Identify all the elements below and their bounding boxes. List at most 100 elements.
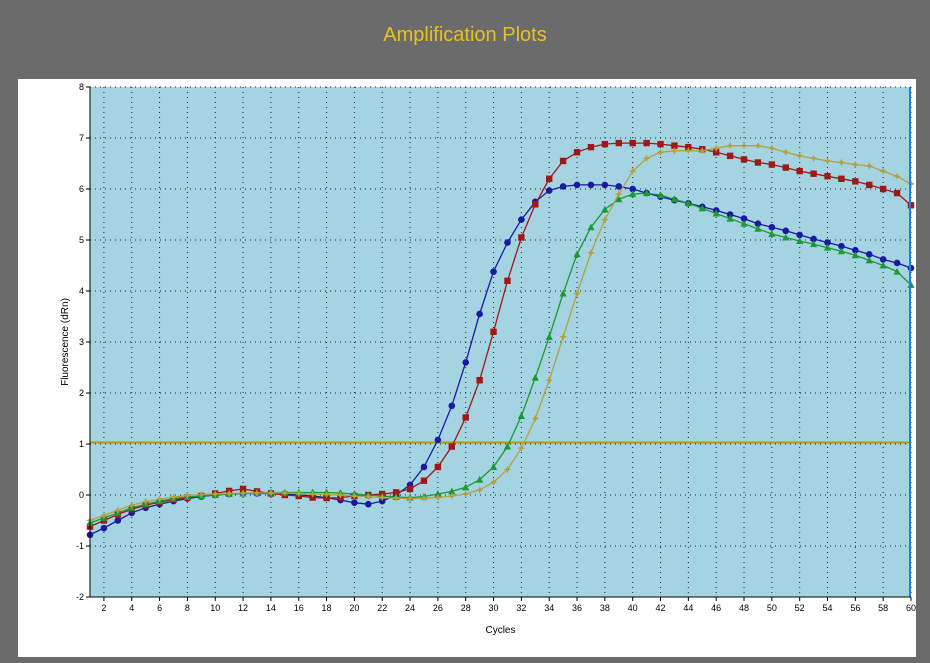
data-point[interactable] bbox=[740, 215, 748, 222]
data-point[interactable] bbox=[601, 205, 609, 213]
data-point[interactable] bbox=[740, 156, 748, 163]
data-point[interactable] bbox=[364, 492, 373, 501]
data-point[interactable] bbox=[768, 230, 776, 237]
data-point[interactable] bbox=[809, 240, 818, 248]
data-point[interactable] bbox=[545, 187, 553, 194]
data-point[interactable] bbox=[754, 141, 762, 150]
data-point[interactable] bbox=[434, 490, 442, 497]
data-point[interactable] bbox=[476, 377, 483, 384]
data-point[interactable] bbox=[879, 167, 887, 175]
data-point[interactable] bbox=[712, 144, 720, 152]
data-point[interactable] bbox=[489, 478, 498, 487]
data-point[interactable] bbox=[114, 506, 122, 515]
data-point[interactable] bbox=[281, 489, 289, 497]
data-point[interactable] bbox=[726, 141, 734, 150]
data-point[interactable] bbox=[365, 500, 372, 508]
data-point[interactable] bbox=[490, 328, 497, 335]
data-point[interactable] bbox=[448, 402, 456, 410]
data-point[interactable] bbox=[225, 489, 233, 498]
data-point[interactable] bbox=[546, 175, 553, 182]
data-point[interactable] bbox=[852, 178, 859, 185]
data-point[interactable] bbox=[559, 183, 567, 190]
data-point[interactable] bbox=[851, 160, 860, 169]
data-point[interactable] bbox=[601, 181, 609, 189]
data-point[interactable] bbox=[476, 310, 483, 318]
data-point[interactable] bbox=[629, 185, 636, 193]
data-point[interactable] bbox=[684, 199, 692, 207]
data-point[interactable] bbox=[782, 233, 790, 241]
data-point[interactable] bbox=[489, 463, 498, 470]
data-point[interactable] bbox=[503, 442, 512, 450]
data-point[interactable] bbox=[670, 147, 679, 155]
data-point[interactable] bbox=[573, 181, 581, 189]
data-point[interactable] bbox=[211, 490, 219, 498]
data-point[interactable] bbox=[559, 333, 567, 341]
data-point[interactable] bbox=[197, 490, 206, 499]
data-point[interactable] bbox=[503, 465, 512, 474]
data-point[interactable] bbox=[531, 414, 540, 423]
data-point[interactable] bbox=[810, 235, 817, 243]
data-point[interactable] bbox=[698, 147, 707, 155]
data-point[interactable] bbox=[865, 162, 874, 170]
data-point[interactable] bbox=[545, 333, 553, 340]
data-point[interactable] bbox=[726, 214, 734, 222]
data-point[interactable] bbox=[420, 494, 428, 502]
data-point[interactable] bbox=[795, 152, 804, 160]
data-point[interactable] bbox=[615, 183, 623, 190]
data-point[interactable] bbox=[893, 259, 901, 267]
data-point[interactable] bbox=[726, 211, 734, 218]
data-point[interactable] bbox=[559, 289, 567, 297]
data-point[interactable] bbox=[879, 256, 887, 263]
data-point[interactable] bbox=[169, 493, 178, 501]
data-point[interactable] bbox=[155, 495, 164, 503]
data-point[interactable] bbox=[823, 157, 832, 165]
data-point[interactable] bbox=[615, 195, 623, 203]
data-point[interactable] bbox=[796, 167, 803, 175]
data-point[interactable] bbox=[698, 204, 706, 212]
data-point[interactable] bbox=[782, 164, 789, 171]
data-point[interactable] bbox=[127, 501, 136, 509]
data-point[interactable] bbox=[768, 144, 776, 152]
data-point[interactable] bbox=[183, 491, 192, 500]
data-point[interactable] bbox=[671, 142, 678, 149]
data-point[interactable] bbox=[114, 517, 122, 524]
data-point[interactable] bbox=[712, 209, 720, 217]
data-point[interactable] bbox=[573, 250, 581, 258]
data-point[interactable] bbox=[782, 227, 790, 235]
data-point[interactable] bbox=[476, 475, 484, 483]
data-point[interactable] bbox=[490, 268, 497, 275]
data-point[interactable] bbox=[322, 490, 331, 499]
data-point[interactable] bbox=[865, 250, 873, 258]
data-point[interactable] bbox=[462, 483, 470, 491]
data-point[interactable] bbox=[406, 485, 414, 493]
data-point[interactable] bbox=[239, 485, 247, 493]
data-point[interactable] bbox=[336, 491, 345, 499]
data-point[interactable] bbox=[351, 499, 358, 506]
data-point[interactable] bbox=[726, 152, 734, 160]
data-point[interactable] bbox=[587, 248, 595, 257]
data-point[interactable] bbox=[308, 490, 317, 498]
data-point[interactable] bbox=[838, 175, 845, 182]
data-point[interactable] bbox=[448, 492, 456, 500]
data-point[interactable] bbox=[267, 489, 275, 497]
data-point[interactable] bbox=[754, 224, 762, 232]
data-point[interactable] bbox=[684, 147, 693, 155]
data-point[interactable] bbox=[879, 261, 887, 269]
data-point[interactable] bbox=[392, 489, 400, 496]
data-point[interactable] bbox=[643, 189, 651, 197]
data-point[interactable] bbox=[851, 251, 859, 259]
data-point[interactable] bbox=[657, 140, 664, 148]
data-point[interactable] bbox=[532, 201, 539, 208]
data-point[interactable] bbox=[768, 161, 776, 168]
data-point[interactable] bbox=[879, 185, 887, 193]
data-point[interactable] bbox=[754, 159, 762, 166]
data-point[interactable] bbox=[837, 158, 846, 167]
data-point[interactable] bbox=[852, 246, 859, 254]
data-point[interactable] bbox=[601, 215, 609, 224]
data-point[interactable] bbox=[448, 487, 456, 495]
data-point[interactable] bbox=[504, 239, 511, 246]
data-point[interactable] bbox=[740, 141, 748, 150]
data-point[interactable] bbox=[378, 493, 386, 502]
data-point[interactable] bbox=[838, 242, 845, 250]
data-point[interactable] bbox=[517, 412, 525, 419]
